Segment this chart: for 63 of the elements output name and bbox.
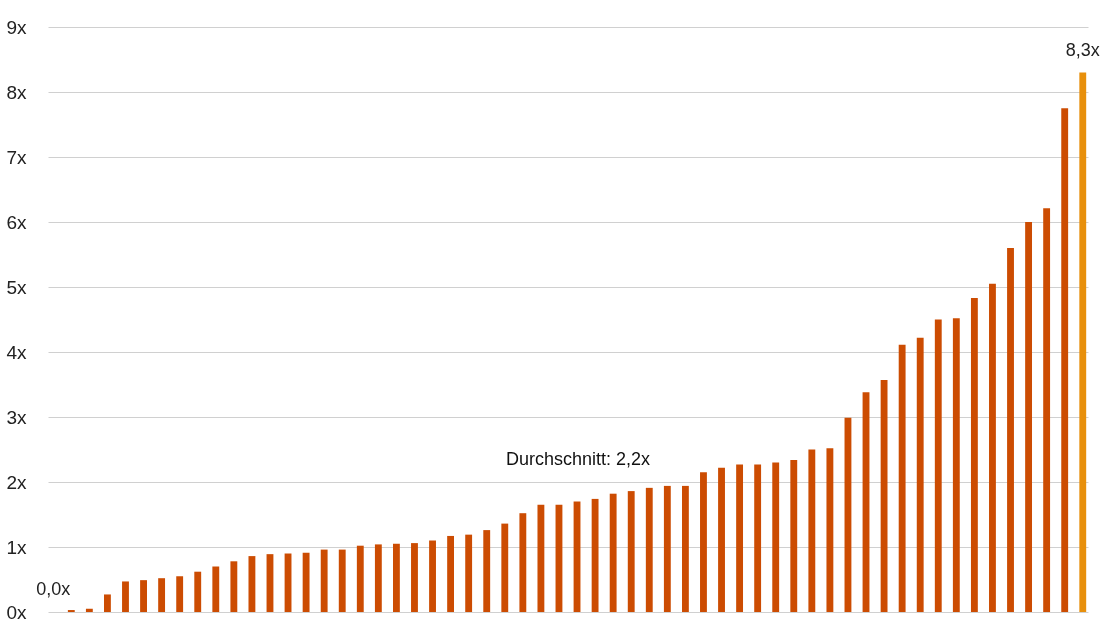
bar (212, 566, 220, 612)
y-tick-label: 4x (6, 341, 27, 363)
y-tick-label: 5x (6, 276, 27, 298)
bar (483, 530, 491, 612)
bar (880, 379, 888, 612)
bar (898, 344, 906, 612)
bar (790, 459, 798, 612)
bar (989, 283, 996, 612)
bar (663, 485, 671, 612)
bar (429, 540, 436, 612)
bar (501, 523, 509, 612)
bar (320, 549, 328, 612)
bar (772, 462, 780, 612)
bar (176, 576, 184, 612)
bar (85, 608, 93, 612)
bar (374, 544, 382, 612)
bar (122, 581, 129, 612)
bar (537, 504, 545, 612)
data-label: 8,3x (1065, 39, 1100, 60)
bar (1025, 222, 1033, 612)
bar (1043, 208, 1051, 612)
bar (934, 319, 942, 612)
bar (681, 485, 689, 612)
bar (519, 513, 527, 612)
data-label: 0,0x (36, 579, 71, 599)
bar (952, 318, 960, 612)
bar (411, 543, 418, 612)
bar (1061, 108, 1069, 612)
annotation: Durchschnitt: 2,2x (505, 449, 651, 469)
y-tick-label: 0x (6, 601, 27, 623)
bar (248, 556, 256, 612)
bar (591, 498, 599, 612)
bar (465, 534, 473, 612)
bar (718, 467, 725, 612)
bar (627, 491, 635, 612)
bar (356, 545, 364, 612)
y-tick-label: 7x (6, 146, 27, 168)
bar (916, 337, 924, 612)
bar (194, 571, 202, 612)
bar (736, 464, 744, 612)
bar (338, 549, 346, 612)
y-tick-label: 2x (6, 471, 27, 493)
bar (970, 298, 978, 612)
y-tick-label: 3x (6, 406, 27, 428)
bar (103, 594, 111, 612)
y-tick-label: 6x (6, 211, 27, 233)
bar (609, 493, 617, 612)
bar (140, 580, 147, 612)
bar (230, 561, 238, 612)
bar (392, 543, 400, 612)
bar (1079, 72, 1087, 612)
y-tick-label: 9x (6, 16, 27, 38)
y-tick-label: 1x (6, 536, 27, 558)
bar (1007, 248, 1014, 612)
bar (826, 448, 834, 612)
bar (754, 464, 762, 612)
y-tick-label: 8x (6, 81, 27, 103)
bar (302, 552, 310, 612)
bar (158, 578, 166, 612)
bar (808, 449, 816, 612)
bar (645, 487, 653, 612)
bar (447, 535, 455, 612)
bar (700, 472, 707, 612)
